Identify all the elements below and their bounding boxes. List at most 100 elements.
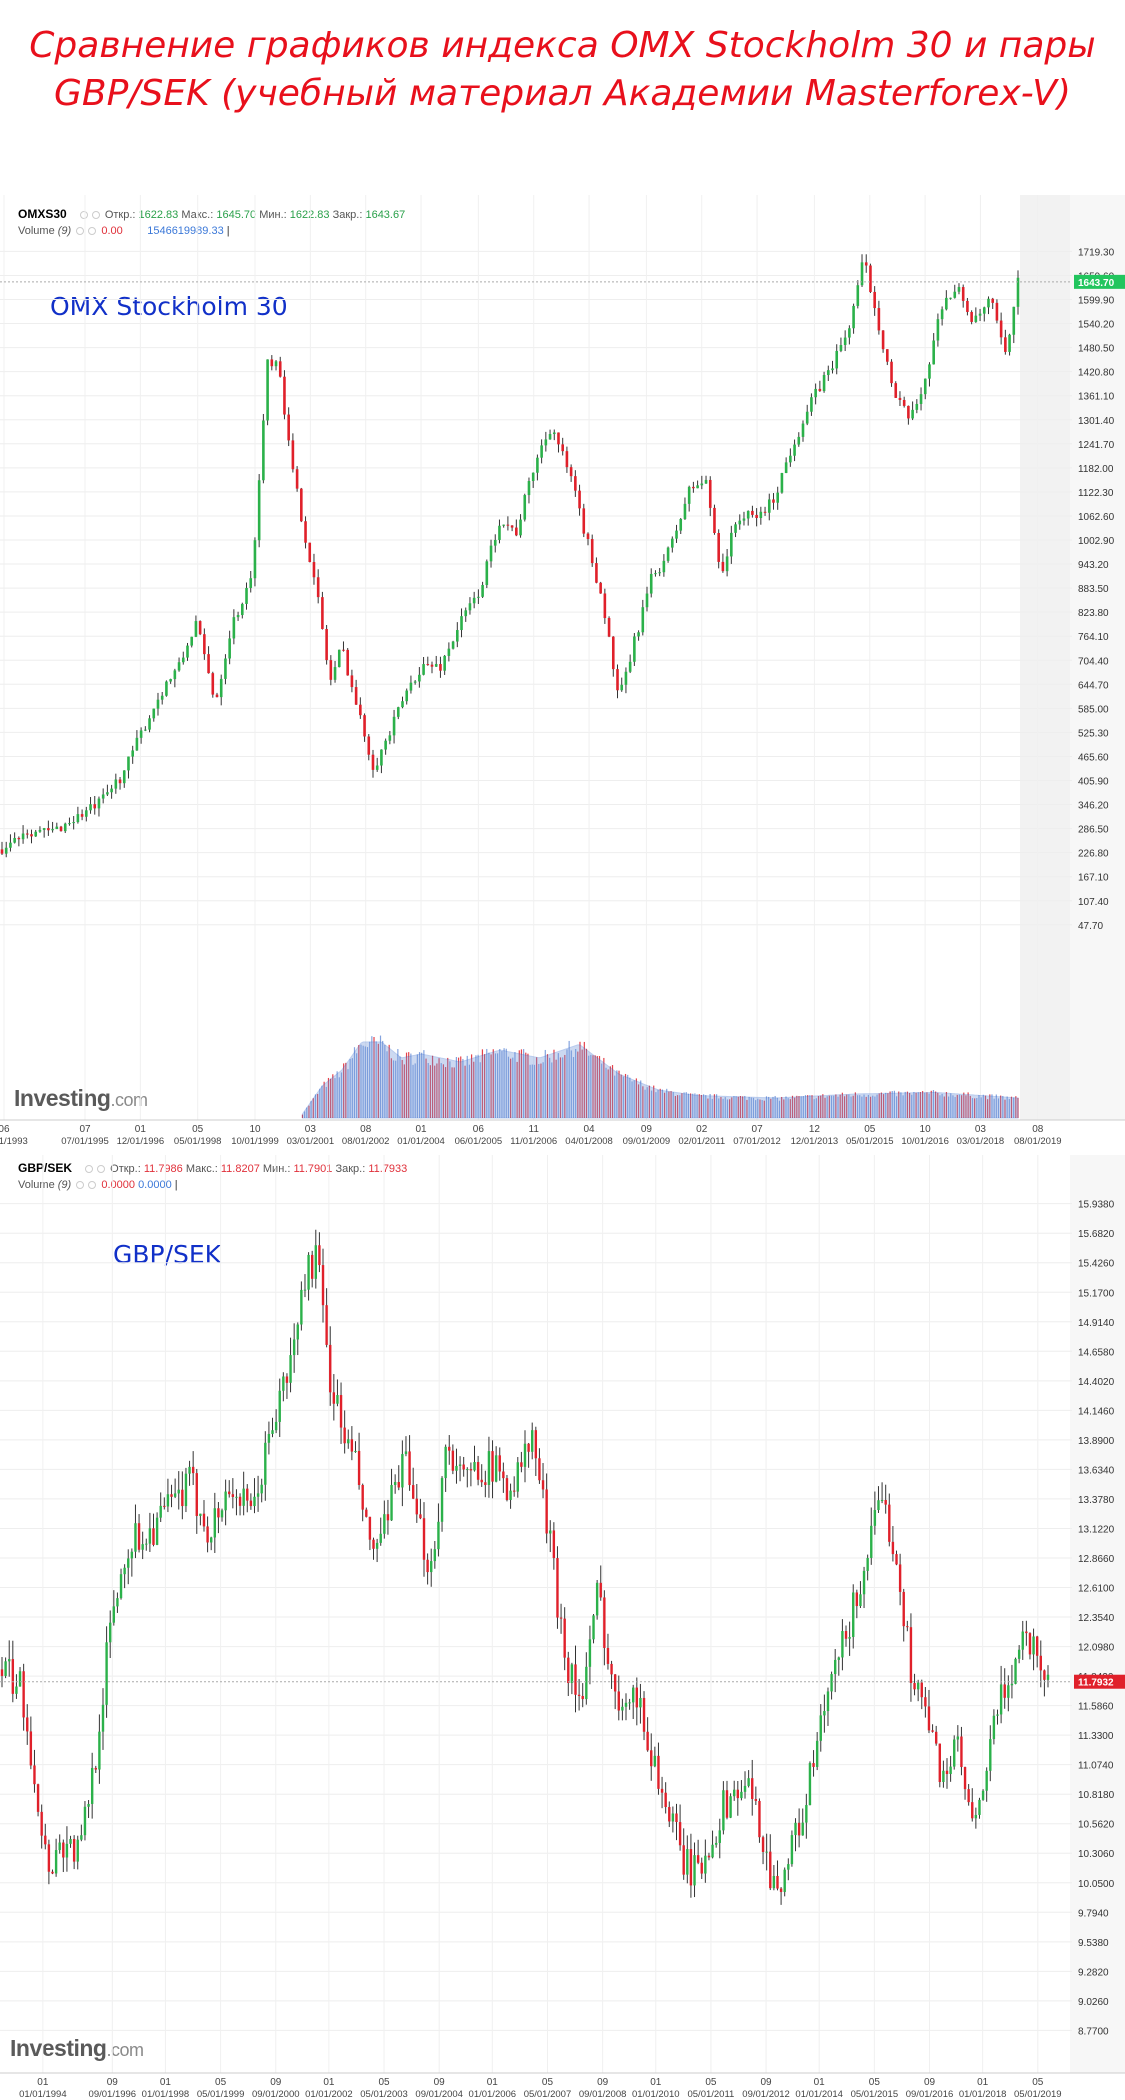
candle-up xyxy=(852,305,855,329)
candle-up xyxy=(987,298,990,308)
gbp-plot[interactable]: 15.9380 15.6820 15.4260 15.1700 14.9140 14.65… xyxy=(0,1155,1125,2100)
x-tick-date: 09/01/2000 xyxy=(252,2089,300,2100)
eye-icon[interactable] xyxy=(76,227,85,236)
candle-down xyxy=(329,1344,332,1393)
candle-up xyxy=(388,735,392,741)
candle-down xyxy=(700,1862,703,1874)
candle-up xyxy=(51,829,54,831)
candle-down xyxy=(0,849,4,854)
candle-down xyxy=(365,1509,368,1517)
candle-down xyxy=(902,1591,905,1627)
x-tick-label: 03 xyxy=(305,1124,317,1135)
candle-down xyxy=(891,1541,895,1555)
candle-down xyxy=(505,1478,509,1501)
candle-up xyxy=(314,1245,317,1279)
candle-up xyxy=(236,615,240,618)
candle-up xyxy=(262,420,265,481)
y-tick-label: 167.10 xyxy=(1078,873,1109,884)
y-tick-label: 1719.30 xyxy=(1078,247,1115,258)
candle-down xyxy=(751,1778,754,1799)
candle-down xyxy=(886,349,889,362)
candle-up xyxy=(826,370,830,376)
volume-value-a: 0.0000 xyxy=(101,1179,135,1191)
candle-up xyxy=(76,814,80,823)
candle-down xyxy=(512,1490,516,1492)
y-tick-label: 12.6100 xyxy=(1078,1584,1115,1595)
candle-up xyxy=(213,1508,217,1538)
eye-icon[interactable] xyxy=(79,211,88,220)
x-tick-date: 09/01/2009 xyxy=(623,1136,671,1145)
candle-down xyxy=(316,577,320,598)
candle-up xyxy=(662,560,666,573)
candle-up xyxy=(184,1473,188,1507)
candle-down xyxy=(72,1839,76,1862)
y-tick-label: 286.50 xyxy=(1078,825,1109,836)
candle-up xyxy=(375,1542,379,1549)
close-value: 11.7933 xyxy=(368,1163,408,1175)
low-label: Мин.: xyxy=(259,209,287,221)
x-tick-label: 09 xyxy=(270,2077,282,2088)
candle-up xyxy=(843,337,847,346)
candle-down xyxy=(797,1822,801,1836)
candle-up xyxy=(148,1528,152,1544)
y-tick-label: 1480.50 xyxy=(1078,344,1115,355)
settings-icon[interactable] xyxy=(91,211,100,220)
candle-up xyxy=(228,638,231,659)
candle-down xyxy=(606,1647,610,1664)
candle-up xyxy=(585,1666,588,1700)
candle-up xyxy=(814,388,817,398)
candle-down xyxy=(567,1657,570,1684)
candle-up xyxy=(123,1567,126,1575)
page-title: Сравнение графиков индекса OMX Stockholm… xyxy=(29,25,1096,114)
candle-up xyxy=(780,473,784,493)
candle-up xyxy=(544,439,548,446)
candle-down xyxy=(408,1451,411,1486)
y-tick-label: 47.70 xyxy=(1078,921,1103,932)
chart-gbpsek: GBP/SEK Откр.: 11.7986 Макс.: 11.8207 Ми… xyxy=(0,1155,1125,2100)
candle-down xyxy=(909,1627,913,1684)
candle-up xyxy=(256,1493,260,1497)
candle-down xyxy=(231,1494,235,1498)
settings-icon[interactable] xyxy=(88,227,97,236)
candle-down xyxy=(1043,1670,1046,1680)
candle-down xyxy=(603,593,607,619)
candle-down xyxy=(557,432,560,445)
settings-icon[interactable] xyxy=(88,1181,97,1190)
candle-up xyxy=(242,1488,245,1506)
candle-down xyxy=(411,1485,415,1499)
candle-up xyxy=(135,737,139,751)
candle-up xyxy=(210,1537,213,1543)
candle-down xyxy=(426,664,430,666)
y-tick-label: 12.0980 xyxy=(1078,1643,1115,1654)
candle-up xyxy=(282,1376,285,1391)
candle-down xyxy=(368,1516,372,1540)
candle-up xyxy=(434,664,438,667)
candle-up xyxy=(919,394,923,404)
candle-up xyxy=(493,539,497,546)
settings-icon[interactable] xyxy=(97,1165,106,1174)
x-tick-date: 01/01/1994 xyxy=(19,2089,67,2100)
y-tick-label: 883.50 xyxy=(1078,584,1109,595)
candle-down xyxy=(325,629,328,661)
omx-plot[interactable]: 1719.301659.601599.901540.201480.501420.… xyxy=(0,195,1125,1145)
y-tick-label: 14.9140 xyxy=(1078,1318,1115,1329)
candle-up xyxy=(949,297,952,299)
candle-down xyxy=(386,1514,390,1521)
candle-up xyxy=(159,1505,162,1518)
candle-up xyxy=(531,472,535,482)
x-tick-label: 05 xyxy=(864,1124,876,1135)
candle-up xyxy=(253,1496,256,1507)
low-value: 11.7901 xyxy=(293,1163,333,1175)
volume-header: Volume (9) 0.0000 0.0000 | xyxy=(18,1179,178,1191)
candle-up xyxy=(639,1697,642,1708)
x-tick-date: 05/01/2007 xyxy=(524,2089,572,2100)
x-tick-label: 09 xyxy=(924,2077,936,2088)
y-tick-label: 14.6580 xyxy=(1078,1347,1115,1358)
candle-down xyxy=(325,1305,328,1345)
candle-up xyxy=(68,823,71,825)
x-tick-date: 09/01/2004 xyxy=(415,2089,463,2100)
candle-up xyxy=(456,630,459,642)
candle-down xyxy=(763,511,767,513)
eye-icon[interactable] xyxy=(76,1181,85,1190)
eye-icon[interactable] xyxy=(85,1165,94,1174)
